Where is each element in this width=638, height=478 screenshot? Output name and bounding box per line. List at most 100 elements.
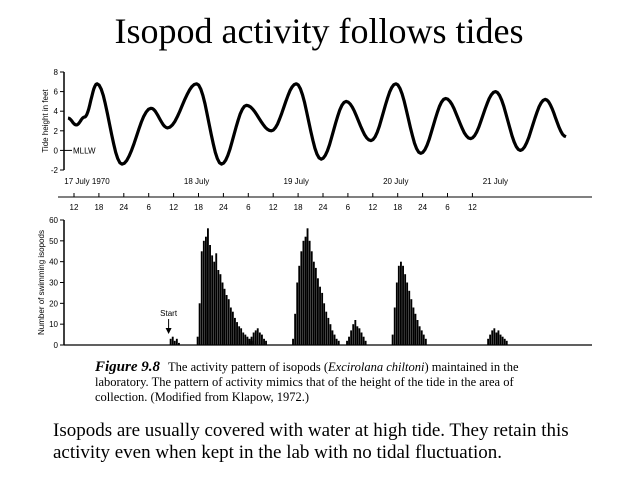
activity-bar bbox=[238, 326, 241, 346]
activity-bar bbox=[256, 328, 259, 345]
activity-bar bbox=[348, 336, 350, 345]
activity-bar bbox=[229, 307, 232, 345]
mllw-label: MLLW bbox=[73, 146, 96, 155]
activity-y-tick-label: 10 bbox=[49, 320, 58, 329]
activity-y-tick-label: 0 bbox=[54, 341, 59, 350]
figure-caption: Figure 9.8 The activity pattern of isopod… bbox=[95, 360, 535, 405]
activity-bar bbox=[171, 336, 174, 345]
tide-y-axis-label: Tide height in feet bbox=[41, 89, 50, 153]
hour-tick-label: 12 bbox=[169, 203, 178, 212]
activity-bar bbox=[391, 334, 394, 345]
activity-bar bbox=[350, 330, 353, 345]
activity-bar bbox=[329, 324, 332, 345]
activity-bar bbox=[333, 334, 336, 345]
activity-bar bbox=[221, 282, 224, 345]
activity-bar bbox=[314, 267, 317, 345]
hour-tick-label: 12 bbox=[468, 203, 477, 212]
activity-bar bbox=[393, 307, 396, 345]
activity-bar bbox=[412, 307, 415, 345]
activity-bar bbox=[505, 340, 508, 345]
activity-bar bbox=[321, 292, 324, 345]
activity-bar bbox=[497, 330, 500, 345]
activity-bar bbox=[250, 336, 253, 345]
activity-bar bbox=[358, 328, 361, 345]
activity-bar bbox=[408, 290, 411, 345]
activity-bar bbox=[346, 340, 348, 345]
activity-bar bbox=[202, 240, 205, 345]
activity-bar bbox=[319, 286, 321, 345]
activity-bar bbox=[312, 261, 315, 345]
activity-bar bbox=[327, 317, 330, 345]
activity-bar bbox=[196, 336, 199, 345]
start-annotation: Start bbox=[160, 309, 178, 318]
hour-tick-label: 12 bbox=[368, 203, 377, 212]
hour-tick-label: 18 bbox=[393, 203, 402, 212]
activity-bar bbox=[292, 338, 294, 346]
activity-bar bbox=[254, 330, 257, 345]
activity-bar bbox=[306, 228, 309, 345]
hour-tick-label: 18 bbox=[294, 203, 303, 212]
tide-y-tick-label: 0 bbox=[54, 146, 59, 155]
activity-bar bbox=[397, 265, 400, 345]
activity-bar bbox=[501, 336, 504, 345]
activity-bar bbox=[261, 334, 263, 345]
activity-bar bbox=[215, 253, 218, 345]
activity-bar bbox=[219, 274, 222, 345]
activity-bar bbox=[356, 326, 359, 346]
activity-bar bbox=[317, 278, 319, 345]
activity-bar bbox=[493, 328, 496, 345]
activity-bar bbox=[223, 288, 226, 346]
activity-bar bbox=[244, 334, 247, 345]
activity-bar bbox=[304, 236, 307, 345]
activity-bar bbox=[420, 330, 423, 345]
activity-bar bbox=[489, 334, 492, 345]
day-label: 20 July bbox=[383, 177, 408, 186]
tide-line bbox=[67, 82, 567, 166]
day-label: 18 July bbox=[184, 177, 209, 186]
activity-bar bbox=[503, 338, 506, 346]
day-label: 17 July 1970 bbox=[64, 177, 110, 186]
activity-bar bbox=[300, 251, 303, 346]
activity-bar bbox=[231, 311, 234, 345]
tide-y-tick-label: 2 bbox=[54, 127, 59, 136]
activity-bar bbox=[414, 313, 417, 346]
activity-bar bbox=[302, 240, 305, 345]
hour-tick-label: 24 bbox=[119, 203, 128, 212]
activity-bar bbox=[487, 338, 490, 346]
activity-bar bbox=[242, 332, 245, 345]
activity-bar bbox=[298, 265, 301, 345]
activity-bar bbox=[400, 261, 402, 345]
activity-bar bbox=[418, 326, 421, 346]
activity-y-tick-label: 60 bbox=[49, 216, 58, 225]
hour-tick-label: 12 bbox=[269, 203, 278, 212]
activity-bar bbox=[205, 236, 207, 345]
hour-tick-label: 24 bbox=[418, 203, 427, 212]
slide-body-text: Isopods are usually covered with water a… bbox=[53, 420, 569, 463]
activity-bar bbox=[252, 332, 255, 345]
hour-tick-label: 24 bbox=[319, 203, 328, 212]
activity-bar bbox=[422, 334, 425, 345]
activity-bar bbox=[294, 313, 297, 346]
hour-tick-label: 6 bbox=[146, 203, 151, 212]
hour-tick-label: 12 bbox=[70, 203, 79, 212]
caption-text-2: ) maintained in the laboratory. The patt… bbox=[95, 360, 519, 404]
activity-bar bbox=[337, 340, 340, 345]
activity-y-tick-label: 50 bbox=[49, 237, 58, 246]
activity-bar bbox=[240, 328, 243, 345]
activity-bar bbox=[234, 317, 236, 345]
activity-bar bbox=[209, 245, 211, 345]
activity-bar bbox=[248, 340, 251, 345]
activity-y-axis-label: Number of swimming isopods bbox=[37, 230, 46, 335]
activity-bar bbox=[360, 332, 363, 345]
hour-tick-label: 18 bbox=[94, 203, 103, 212]
activity-bar bbox=[404, 274, 407, 345]
activity-bar bbox=[227, 299, 230, 345]
activity-bar bbox=[491, 330, 494, 345]
activity-bar bbox=[416, 320, 419, 345]
activity-bar bbox=[225, 295, 228, 345]
activity-bar bbox=[211, 255, 214, 345]
activity-bar bbox=[499, 334, 502, 345]
activity-bar bbox=[178, 342, 180, 345]
activity-bar bbox=[410, 299, 413, 345]
